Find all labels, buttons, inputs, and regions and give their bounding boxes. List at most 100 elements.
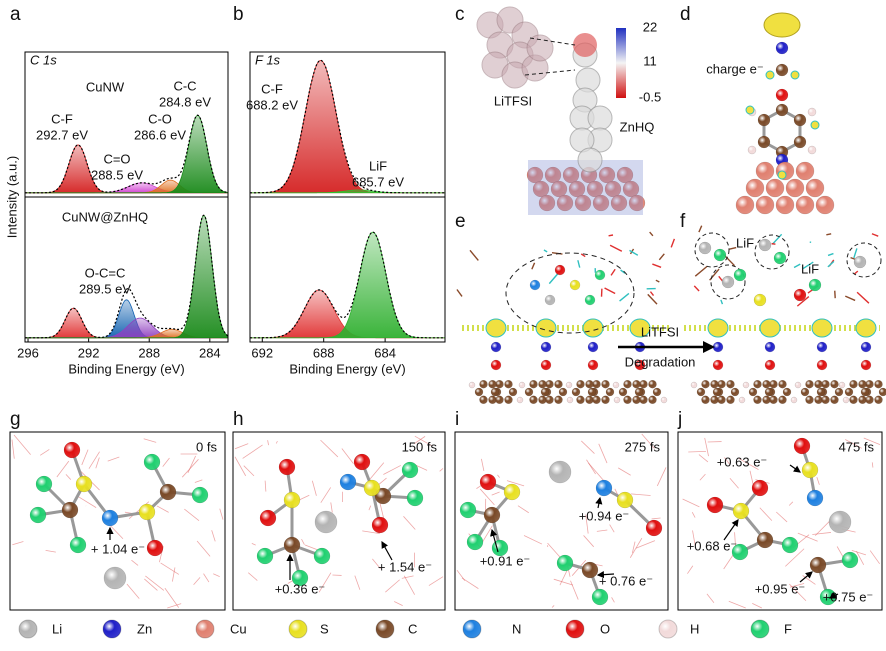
atom	[779, 380, 787, 388]
iso-blob	[856, 319, 876, 337]
iso-blob	[812, 319, 832, 337]
solvent	[243, 445, 263, 458]
stick	[611, 269, 615, 275]
atom	[624, 380, 632, 388]
atom	[754, 380, 762, 388]
legend-label: H	[690, 621, 699, 636]
atom	[480, 474, 496, 490]
annotation: LiTFSI	[494, 93, 532, 108]
solvent	[440, 468, 443, 471]
atom	[593, 396, 601, 404]
solvent	[518, 506, 529, 513]
iso-blob	[760, 319, 780, 337]
atom	[796, 162, 814, 180]
panel-letter: g	[10, 409, 21, 430]
atom	[875, 380, 883, 388]
annotation: LiTFSI	[641, 324, 679, 339]
panel-letter: h	[233, 409, 244, 430]
atom	[76, 476, 92, 492]
x-axis-label: Binding Energy (eV)	[68, 361, 184, 376]
atom	[633, 380, 641, 388]
legend-marker	[463, 620, 481, 638]
solvent	[12, 440, 14, 459]
x-axis-label: Binding Energy (eV)	[289, 361, 405, 376]
x-tick-label: 288	[138, 345, 160, 360]
atom	[284, 492, 300, 508]
atom	[407, 490, 423, 506]
atom	[766, 179, 784, 197]
atom	[783, 388, 791, 396]
peak-name: LiF	[369, 158, 387, 173]
atom	[595, 270, 605, 280]
iso-blob	[578, 148, 602, 172]
atom	[555, 380, 563, 388]
stick	[772, 244, 776, 245]
charge-arrow	[382, 542, 392, 560]
atom	[839, 382, 845, 388]
atom	[614, 397, 620, 403]
atom	[806, 380, 814, 388]
atom	[519, 382, 525, 388]
atom	[866, 396, 874, 404]
charge-label: +0.36 e⁻	[275, 581, 326, 596]
atom	[734, 269, 746, 281]
atom	[776, 89, 788, 101]
atom	[795, 382, 801, 388]
legend-marker	[751, 620, 769, 638]
atom	[752, 480, 768, 496]
solvent	[599, 444, 607, 463]
atom	[588, 342, 598, 352]
peak-name: C-F	[261, 81, 283, 96]
atom	[602, 396, 610, 404]
panel-letter: b	[233, 4, 244, 25]
peak-name: C=O	[103, 151, 130, 166]
atom	[192, 487, 208, 503]
atom	[850, 380, 858, 388]
solvent	[789, 502, 793, 506]
annotation: Degradation	[625, 354, 696, 369]
annotation: ZnHQ	[620, 119, 655, 134]
atom	[596, 480, 612, 496]
atom	[736, 196, 754, 214]
atom	[64, 442, 80, 458]
atom	[617, 492, 633, 508]
atom	[757, 532, 773, 548]
panel-letter: d	[680, 4, 691, 25]
solvent	[700, 474, 706, 480]
legend-marker	[289, 620, 307, 638]
solvent	[462, 578, 478, 589]
legend-label: Li	[52, 621, 62, 636]
atom	[776, 196, 794, 214]
arrow-head	[703, 341, 715, 353]
atom	[653, 388, 661, 396]
stick	[457, 290, 462, 297]
solvent	[331, 502, 333, 512]
atom	[585, 295, 595, 305]
atom	[791, 397, 797, 403]
iso-blob	[588, 106, 612, 130]
solvent	[403, 516, 415, 529]
iso-blob	[766, 71, 774, 79]
stick	[857, 292, 869, 303]
solvent	[817, 477, 820, 485]
stick	[794, 264, 800, 267]
solvent	[46, 550, 56, 552]
solvent	[481, 459, 484, 471]
x-tick-label: 684	[374, 345, 396, 360]
iso-blob	[573, 33, 597, 57]
solvent	[705, 438, 709, 456]
atom	[505, 396, 513, 404]
solvent	[163, 458, 170, 467]
annotation: LiF	[736, 235, 754, 250]
atom	[808, 108, 816, 116]
atom	[354, 454, 370, 470]
solvent	[144, 439, 156, 443]
legend-label: O	[600, 621, 610, 636]
atom	[776, 42, 788, 54]
stick	[694, 286, 699, 291]
atom	[810, 557, 826, 573]
charge-label: +0.94 e⁻	[579, 508, 630, 523]
atom	[714, 249, 726, 261]
atom	[284, 537, 300, 553]
solvent	[687, 566, 692, 574]
